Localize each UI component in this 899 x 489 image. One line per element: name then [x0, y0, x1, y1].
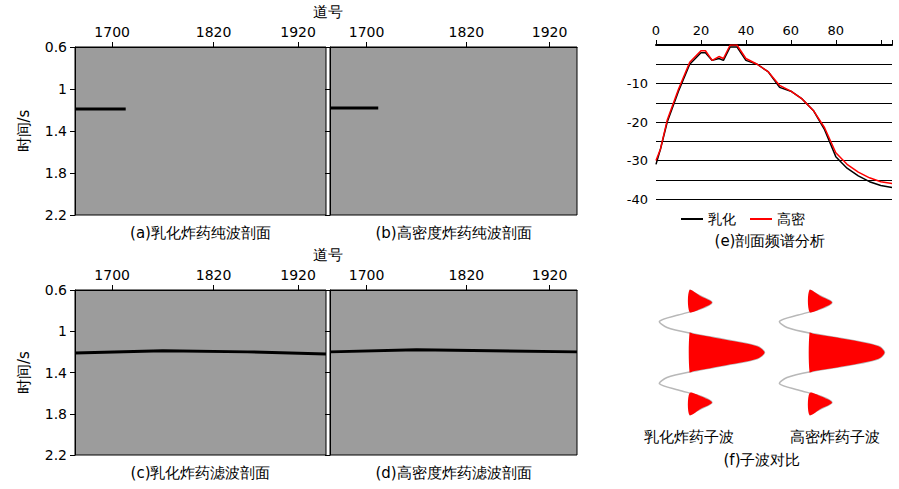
- svg-text:-10: -10: [627, 76, 648, 91]
- svg-text:40: 40: [738, 23, 755, 38]
- svg-text:1700: 1700: [349, 267, 385, 283]
- svg-text:1920: 1920: [532, 24, 568, 40]
- svg-text:高密: 高密: [777, 211, 805, 227]
- svg-text:1820: 1820: [449, 24, 485, 40]
- svg-text:0.6: 0.6: [45, 282, 67, 298]
- svg-text:(b)高密度炸药纯波剖面: (b)高密度炸药纯波剖面: [375, 224, 531, 242]
- svg-text:1820: 1820: [196, 24, 232, 40]
- svg-text:-40: -40: [627, 192, 648, 207]
- svg-text:1820: 1820: [449, 267, 485, 283]
- svg-text:1820: 1820: [196, 267, 232, 283]
- svg-text:道号: 道号: [313, 246, 343, 264]
- svg-text:1700: 1700: [94, 267, 130, 283]
- svg-text:时间/s: 时间/s: [15, 351, 33, 394]
- svg-text:时间/s: 时间/s: [15, 109, 33, 152]
- svg-text:1: 1: [58, 323, 67, 339]
- svg-text:1700: 1700: [349, 24, 385, 40]
- svg-text:乳化炸药子波: 乳化炸药子波: [644, 428, 734, 446]
- svg-text:1.4: 1.4: [45, 123, 67, 139]
- svg-text:0.6: 0.6: [45, 39, 67, 55]
- svg-text:(c)乳化炸药滤波剖面: (c)乳化炸药滤波剖面: [131, 464, 271, 482]
- svg-text:高密炸药子波: 高密炸药子波: [790, 428, 880, 446]
- svg-text:1.8: 1.8: [45, 406, 67, 422]
- svg-text:道号: 道号: [313, 3, 343, 21]
- svg-text:2.2: 2.2: [45, 447, 67, 463]
- svg-text:(f)子波对比: (f)子波对比: [724, 451, 801, 469]
- svg-text:1920: 1920: [280, 267, 316, 283]
- svg-text:1.4: 1.4: [45, 365, 67, 381]
- svg-text:1920: 1920: [532, 267, 568, 283]
- svg-text:0: 0: [652, 23, 660, 38]
- svg-text:20: 20: [693, 23, 710, 38]
- svg-text:(a)乳化炸药纯波剖面: (a)乳化炸药纯波剖面: [130, 224, 271, 242]
- svg-text:-20: -20: [627, 115, 648, 130]
- svg-text:80: 80: [828, 23, 845, 38]
- svg-text:(e)剖面频谱分析: (e)剖面频谱分析: [715, 232, 826, 250]
- svg-text:60: 60: [783, 23, 800, 38]
- svg-text:-30: -30: [627, 153, 648, 168]
- svg-text:1.8: 1.8: [45, 165, 67, 181]
- svg-text:乳化: 乳化: [708, 211, 736, 227]
- svg-text:(d)高密度炸药滤波剖面: (d)高密度炸药滤波剖面: [375, 464, 531, 482]
- svg-text:1700: 1700: [94, 24, 130, 40]
- svg-text:1: 1: [58, 81, 67, 97]
- svg-text:2.2: 2.2: [45, 207, 67, 223]
- svg-text:1920: 1920: [280, 24, 316, 40]
